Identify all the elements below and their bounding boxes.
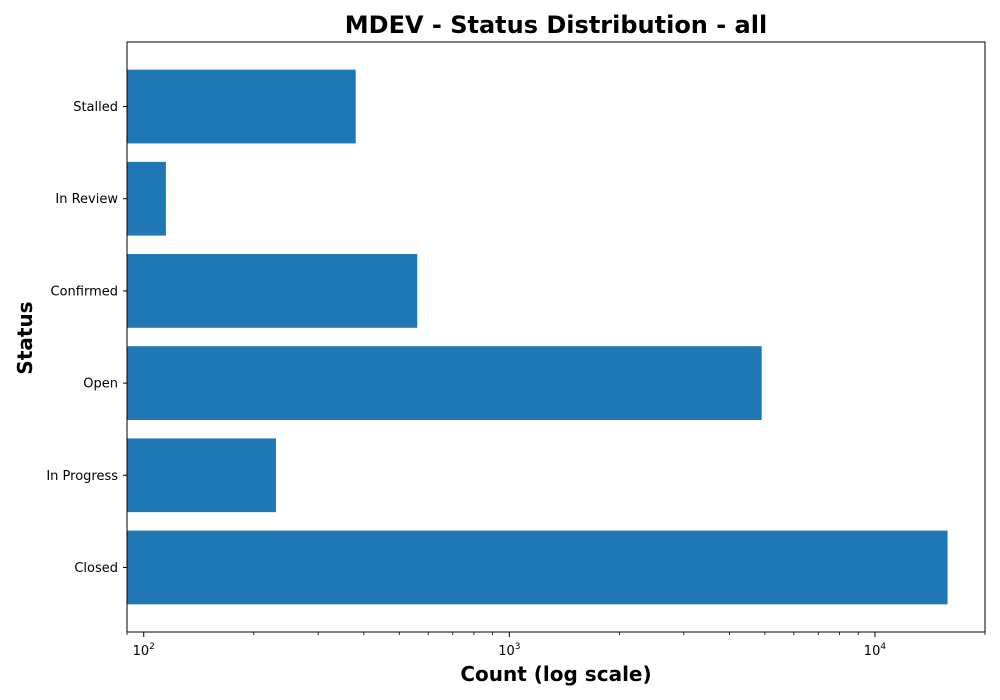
y-axis-label: Status [13,301,37,374]
bar-in-progress [127,438,276,513]
bar-open [127,346,762,420]
y-tick-label-confirmed: Confirmed [51,284,119,299]
bar-in-review [127,161,166,236]
y-tick-label-stalled: Stalled [73,100,118,115]
x-tick-label-10000: 104 [864,642,887,659]
chart-title: MDEV - Status Distribution - all [345,11,767,39]
y-tick-label-in-review: In Review [55,192,118,207]
bar-confirmed [127,254,418,328]
bar-stalled [127,69,356,144]
bar-closed [127,530,948,605]
x-tick-label-1000: 103 [498,642,520,659]
x-axis-label: Count (log scale) [460,662,651,686]
plot-frame [126,41,986,633]
y-tick-label-in-progress: In Progress [46,469,118,484]
x-tick-label-100: 102 [133,642,155,659]
y-tick-label-open: Open [83,377,118,392]
y-tick-label-closed: Closed [74,561,118,576]
plot-area: Closed In Progress Open Confirmed In Review S… [46,69,986,659]
